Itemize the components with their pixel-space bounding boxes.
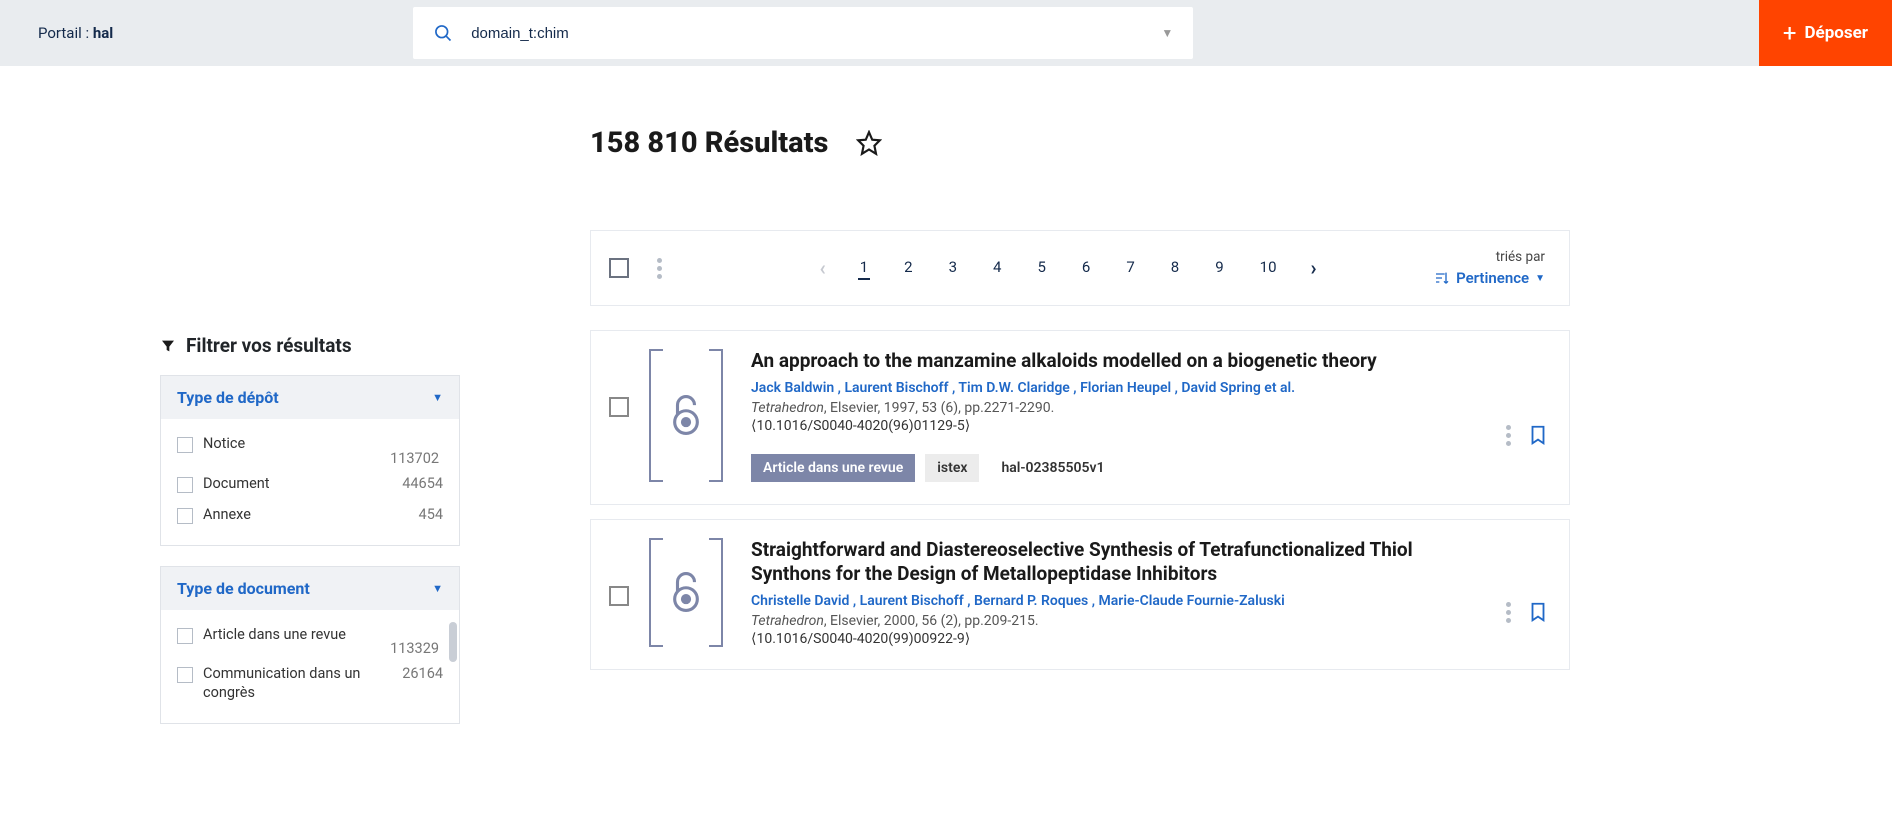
doc-type-tag[interactable]: Article dans une revue — [751, 454, 915, 482]
facet-item-count: 454 — [419, 506, 443, 523]
chevron-down-icon: ▼ — [1535, 273, 1545, 284]
result-doi[interactable]: ⟨10.1016/S0040-4020(99)00922-9⟩ — [751, 631, 1488, 647]
pager-bar: ‹ 1 2 3 4 5 6 7 8 9 10 › triés par Pertinence ▼ — [590, 230, 1570, 306]
result-title[interactable]: Straightforward and Diastereoselective S… — [751, 538, 1488, 587]
open-access-badge — [649, 349, 723, 482]
facet-item-label: Document — [203, 475, 394, 494]
result-checkbox[interactable] — [609, 586, 629, 606]
sort-label: triés par — [1434, 249, 1545, 265]
facet-card: Type de document ▼ Article dans une revue1… — [160, 566, 460, 725]
result-authors[interactable]: Christelle David , Laurent Bischoff , Be… — [751, 593, 1488, 609]
main-content: 158 810 Résultats ‹ 1 2 3 4 5 6 7 8 9 10 › triés … — [590, 126, 1570, 744]
result-actions — [1506, 389, 1549, 482]
facet-item[interactable]: Annexe 454 — [173, 500, 447, 531]
result-doi[interactable]: ⟨10.1016/S0040-4020(96)01129-5⟩ — [751, 418, 1488, 434]
facet-header[interactable]: Type de dépôt ▼ — [161, 376, 459, 419]
portal-name: hal — [93, 24, 113, 42]
portal-label: Portail : hal — [38, 24, 113, 42]
sidebar: Filtrer vos résultats Type de dépôt ▼ Noti… — [160, 334, 460, 744]
page-number[interactable]: 7 — [1124, 256, 1136, 280]
deposit-button[interactable]: + Déposer — [1759, 0, 1892, 66]
checkbox[interactable] — [177, 477, 193, 493]
sort-value-text: Pertinence — [1456, 269, 1529, 287]
hal-id[interactable]: hal-02385505v1 — [989, 454, 1116, 482]
search-box[interactable]: ▼ — [413, 7, 1193, 59]
checkbox[interactable] — [177, 437, 193, 453]
filter-icon — [160, 338, 176, 354]
search-input[interactable] — [453, 25, 1161, 42]
page-number[interactable]: 1 — [858, 256, 870, 280]
page-number[interactable]: 10 — [1258, 256, 1279, 280]
topbar: Portail : hal ▼ + Déposer — [0, 0, 1892, 66]
facet-title: Type de document — [177, 579, 310, 598]
facet-item[interactable]: Notice113702 — [173, 429, 447, 469]
prev-page-icon[interactable]: ‹ — [819, 256, 825, 280]
page-number[interactable]: 2 — [902, 256, 914, 280]
facet-item-label: Communication dans un congrès — [203, 665, 394, 703]
more-actions-icon[interactable] — [1506, 425, 1511, 446]
facet-header[interactable]: Type de document ▼ — [161, 567, 459, 610]
more-actions-icon[interactable] — [1506, 602, 1511, 623]
result-title[interactable]: An approach to the manzamine alkaloids m… — [751, 349, 1488, 374]
page-number[interactable]: 3 — [947, 256, 959, 280]
scrollbar[interactable] — [449, 622, 457, 662]
result-source: Tetrahedron, Elsevier, 1997, 53 (6), pp.… — [751, 400, 1488, 416]
plus-icon: + — [1783, 21, 1797, 45]
facet-body: Article dans une revue113329Communicatio… — [161, 610, 459, 724]
page-number[interactable]: 6 — [1080, 256, 1092, 280]
search-icon — [433, 23, 453, 43]
next-page-icon[interactable]: › — [1311, 256, 1317, 280]
facet-item[interactable]: Article dans une revue113329 — [173, 620, 447, 660]
chevron-down-icon: ▼ — [432, 391, 443, 404]
page-number[interactable]: 8 — [1169, 256, 1181, 280]
sort-control[interactable]: triés par Pertinence ▼ — [1434, 249, 1545, 287]
star-icon[interactable] — [856, 130, 882, 156]
result-source: Tetrahedron, Elsevier, 2000, 56 (2), pp.… — [751, 613, 1488, 629]
pagination: ‹ 1 2 3 4 5 6 7 8 9 10 › — [702, 256, 1434, 280]
page-number[interactable]: 9 — [1213, 256, 1225, 280]
facet-title: Type de dépôt — [177, 388, 279, 407]
results-count: 158 810 Résultats — [590, 126, 828, 160]
filter-title: Filtrer vos résultats — [186, 334, 352, 357]
open-access-icon — [669, 570, 703, 614]
facet-item[interactable]: Communication dans un congrès 26164 — [173, 659, 447, 709]
sort-icon — [1434, 270, 1450, 286]
facet-body: Notice113702 Document 44654 Annexe 454 — [161, 419, 459, 545]
checkbox[interactable] — [177, 667, 193, 683]
results-header: 158 810 Résultats — [590, 126, 1570, 160]
chevron-down-icon[interactable]: ▼ — [1161, 26, 1173, 40]
bookmark-icon[interactable] — [1527, 422, 1549, 448]
result-card: An approach to the manzamine alkaloids m… — [590, 330, 1570, 505]
result-authors[interactable]: Jack Baldwin , Laurent Bischoff , Tim D.… — [751, 380, 1488, 396]
actions-menu-icon[interactable] — [657, 258, 662, 279]
sort-dropdown[interactable]: Pertinence ▼ — [1434, 269, 1545, 287]
page-number[interactable]: 4 — [991, 256, 1003, 280]
facet-item-label: Annexe — [203, 506, 411, 525]
result-checkbox[interactable] — [609, 397, 629, 417]
istex-tag[interactable]: istex — [925, 454, 979, 482]
open-access-icon — [669, 393, 703, 437]
result-body: An approach to the manzamine alkaloids m… — [751, 349, 1488, 482]
result-tags: Article dans une revue istex hal-02385505v… — [751, 454, 1488, 482]
checkbox[interactable] — [177, 508, 193, 524]
facet-card: Type de dépôt ▼ Notice113702 Document 44654 A… — [160, 375, 460, 546]
facet-item-count: 26164 — [402, 665, 443, 682]
bookmark-icon[interactable] — [1527, 599, 1549, 625]
select-all-checkbox[interactable] — [609, 258, 629, 278]
open-access-badge — [649, 538, 723, 647]
page-number[interactable]: 5 — [1035, 256, 1047, 280]
deposit-label: Déposer — [1804, 23, 1868, 43]
checkbox[interactable] — [177, 628, 193, 644]
result-body: Straightforward and Diastereoselective S… — [751, 538, 1488, 647]
chevron-down-icon: ▼ — [432, 582, 443, 595]
result-actions — [1506, 578, 1549, 647]
portal-prefix: Portail : — [38, 24, 93, 42]
facet-item-count: 44654 — [402, 475, 443, 492]
facet-item[interactable]: Document 44654 — [173, 469, 447, 500]
result-card: Straightforward and Diastereoselective S… — [590, 519, 1570, 670]
filter-heading: Filtrer vos résultats — [160, 334, 460, 357]
